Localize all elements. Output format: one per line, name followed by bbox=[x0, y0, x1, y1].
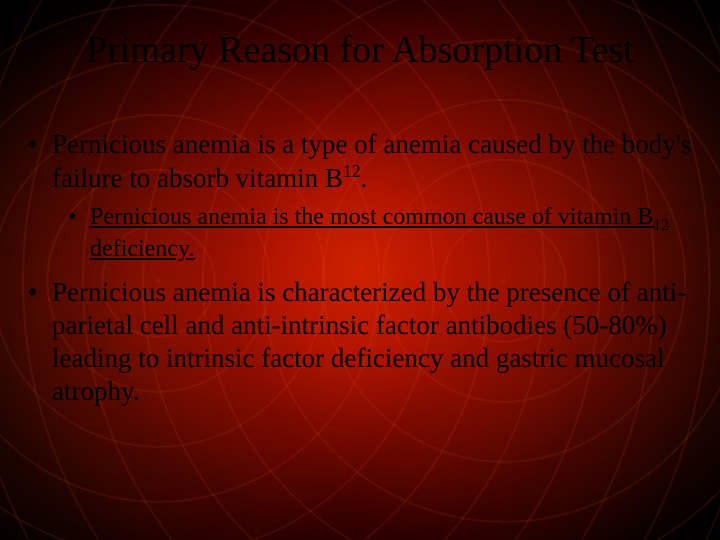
list-item: Pernicious anemia is characterized by th… bbox=[24, 276, 700, 408]
sub-bullet-list: Pernicious anemia is the most common cau… bbox=[64, 203, 700, 264]
bullet-list: Pernicious anemia is a type of anemia ca… bbox=[24, 128, 700, 420]
bullet-text: Pernicious anemia is characterized by th… bbox=[52, 277, 686, 406]
bullet-text: Pernicious anemia is a type of anemia ca… bbox=[52, 129, 691, 193]
slide: Primary Reason for Absorption Test Perni… bbox=[0, 0, 720, 540]
subbullet-text: Pernicious anemia is the most common cau… bbox=[90, 204, 669, 262]
list-item: Pernicious anemia is the most common cau… bbox=[64, 203, 700, 264]
list-item: Pernicious anemia is a type of anemia ca… bbox=[24, 128, 700, 264]
slide-title: Primary Reason for Absorption Test bbox=[0, 28, 720, 72]
